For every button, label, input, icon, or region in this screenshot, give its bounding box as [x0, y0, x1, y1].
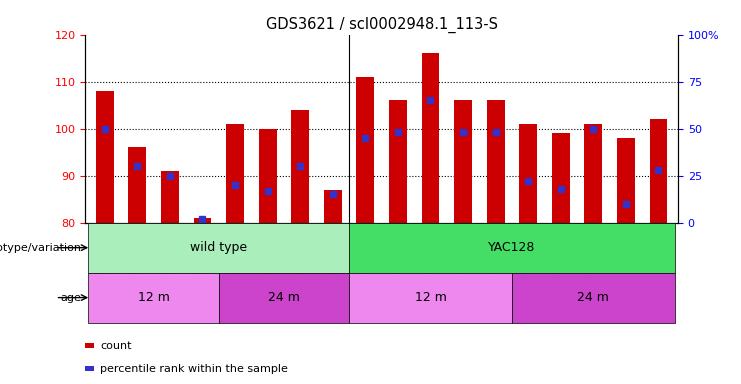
Bar: [389, 100, 407, 223]
Text: count: count: [100, 341, 132, 351]
Bar: [193, 218, 211, 223]
Bar: [422, 53, 439, 223]
Bar: [585, 124, 602, 223]
Text: 12 m: 12 m: [414, 291, 446, 304]
Text: 24 m: 24 m: [268, 291, 300, 304]
Bar: [259, 129, 276, 223]
Bar: [291, 110, 309, 223]
Bar: [487, 100, 505, 223]
Bar: [519, 124, 537, 223]
Text: 12 m: 12 m: [138, 291, 170, 304]
Text: 24 m: 24 m: [577, 291, 609, 304]
Bar: [650, 119, 668, 223]
Text: wild type: wild type: [190, 241, 247, 254]
Bar: [161, 171, 179, 223]
Text: age: age: [61, 293, 82, 303]
Text: genotype/variation: genotype/variation: [0, 243, 82, 253]
Bar: [128, 147, 146, 223]
Text: percentile rank within the sample: percentile rank within the sample: [100, 364, 288, 374]
Bar: [96, 91, 113, 223]
Bar: [617, 138, 635, 223]
Title: GDS3621 / scl0002948.1_113-S: GDS3621 / scl0002948.1_113-S: [265, 17, 498, 33]
Bar: [552, 133, 570, 223]
Text: YAC128: YAC128: [488, 241, 536, 254]
Bar: [226, 124, 244, 223]
Bar: [356, 77, 374, 223]
Bar: [454, 100, 472, 223]
Bar: [324, 190, 342, 223]
